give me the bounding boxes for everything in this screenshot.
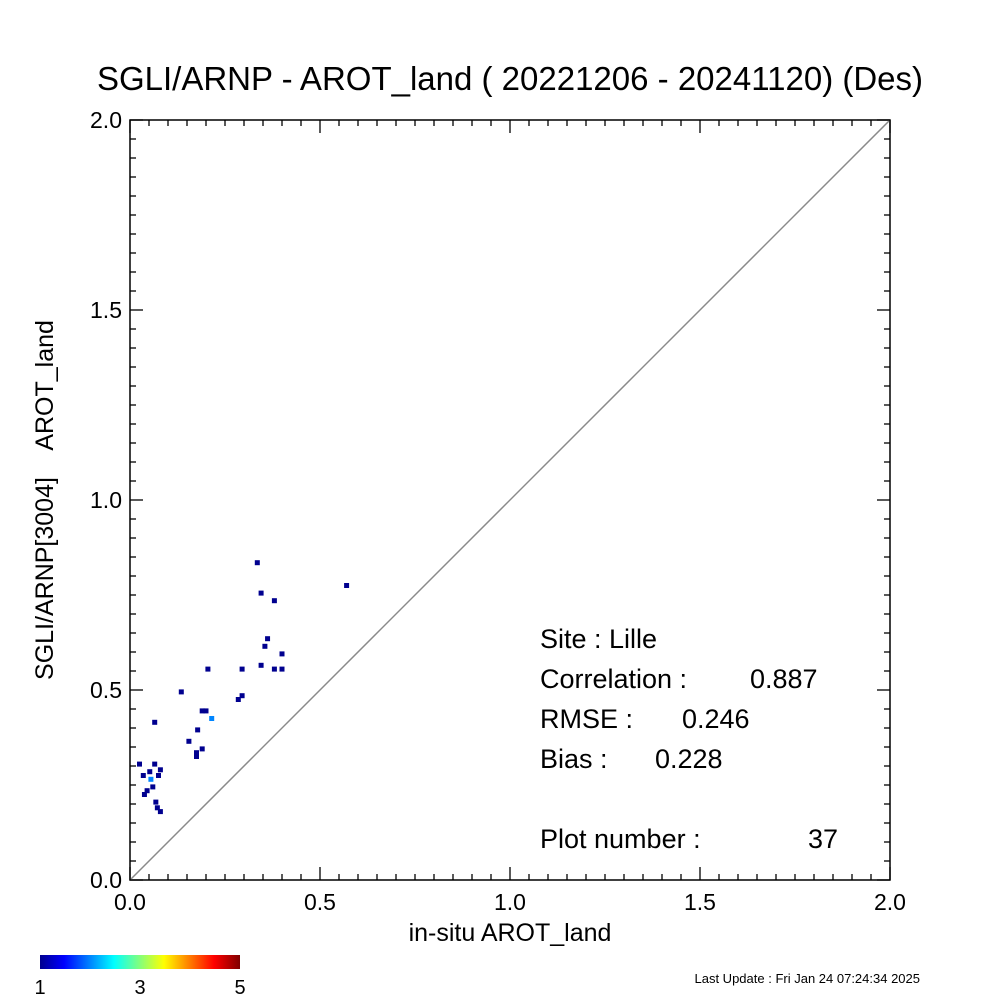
data-point: [157, 809, 163, 815]
data-point: [279, 651, 285, 657]
data-point: [235, 697, 241, 702]
data-point: [152, 761, 158, 767]
data-point: [157, 767, 163, 773]
data-point: [194, 750, 199, 756]
axis-ticks: [129, 119, 891, 881]
data-point: [279, 666, 285, 672]
stats-correlation-value: 0.887: [750, 664, 818, 694]
y-tick-label: 0.5: [90, 677, 122, 703]
y-tick-label: 2.0: [90, 107, 122, 133]
data-point: [144, 788, 150, 794]
stats-rmse-value: 0.246: [682, 704, 750, 734]
stats-plot-number-label: Plot number :: [540, 824, 701, 854]
data-point: [199, 708, 205, 714]
data-point: [154, 805, 160, 811]
stats-site: Site : Lille: [540, 624, 657, 654]
data-point: [271, 666, 277, 672]
stats-correlation-label: Correlation :: [540, 664, 687, 694]
one-to-one-line: [129, 119, 891, 881]
data-point: [141, 792, 147, 797]
stats-plot-number-value: 37: [808, 824, 838, 854]
data-point: [150, 784, 156, 790]
stats-rmse-label: RMSE :: [540, 704, 633, 734]
colorbar-label-max: 5: [234, 977, 245, 999]
data-point: [148, 776, 154, 782]
data-point: [140, 773, 146, 778]
data-point: [258, 590, 264, 596]
stats-block: Site : Lille Correlation : 0.887 RMSE : …: [540, 624, 838, 854]
data-point: [262, 643, 268, 649]
data-point: [147, 769, 153, 775]
data-point: [265, 636, 271, 642]
colorbar-label-mid: 3: [134, 977, 145, 999]
y-axis-label: SGLI/ARNP[3004] AROT_land: [31, 320, 59, 680]
data-point: [203, 708, 209, 714]
x-tick-label: 0.0: [114, 889, 146, 915]
stats-bias-label: Bias :: [540, 744, 608, 774]
data-point: [153, 799, 159, 805]
y-tick-label: 0.0: [90, 867, 122, 893]
y-tick-labels: 0.0 0.5 1.0 1.5 2.0: [90, 107, 122, 893]
colorbar-label-min: 1: [34, 977, 45, 999]
last-update-text: Last Update : Fri Jan 24 07:24:34 2025: [695, 971, 921, 986]
chart-title: SGLI/ARNP - AROT_land ( 20221206 - 20241…: [97, 60, 923, 97]
data-point: [271, 598, 277, 604]
x-axis-label: in-situ AROT_land: [409, 919, 612, 947]
data-point: [209, 716, 215, 721]
stats-bias-value: 0.228: [655, 744, 723, 774]
x-tick-label: 2.0: [874, 889, 906, 915]
data-point: [239, 666, 245, 672]
colorbar-gradient: [40, 955, 240, 969]
colorbar: 1 3 5: [34, 955, 246, 999]
data-point: [178, 689, 184, 695]
data-point: [156, 773, 161, 778]
data-point: [199, 746, 205, 752]
y-tick-label: 1.5: [90, 297, 122, 323]
y-tick-label: 1.0: [90, 487, 122, 513]
x-tick-label: 1.0: [494, 889, 526, 915]
data-point: [137, 761, 142, 767]
data-points: [137, 560, 350, 815]
data-point: [195, 727, 201, 733]
data-point: [344, 583, 350, 588]
data-point: [152, 719, 158, 725]
data-point: [194, 754, 199, 759]
data-point: [258, 662, 264, 668]
x-tick-labels: 0.0 0.5 1.0 1.5 2.0: [114, 889, 906, 915]
data-point: [186, 738, 192, 744]
data-point: [239, 693, 245, 699]
data-point: [205, 666, 211, 672]
x-tick-label: 1.5: [684, 889, 716, 915]
data-point: [254, 560, 260, 566]
x-tick-label: 0.5: [304, 889, 336, 915]
